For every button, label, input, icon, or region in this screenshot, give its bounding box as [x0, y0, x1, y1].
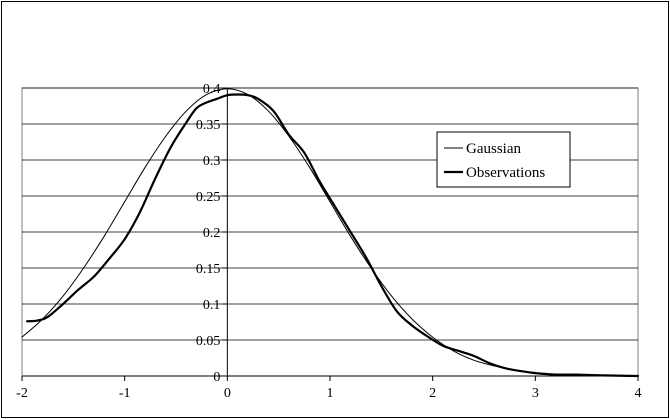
y-tick-label: 0.25	[196, 190, 221, 205]
series-line-observations	[26, 93, 640, 378]
legend-label-observations: Observations	[466, 165, 545, 181]
x-tick-label: -2	[16, 386, 28, 401]
y-tick-label: 0.35	[196, 118, 221, 133]
x-tick-label: 0	[224, 386, 231, 401]
x-tick-label: -1	[119, 386, 131, 401]
y-tick-label: 0.15	[196, 262, 221, 277]
y-tick-label: 0.3	[203, 154, 221, 169]
x-tick-label: 1	[327, 386, 334, 401]
y-tick-label: 0	[213, 370, 220, 385]
grid-lines	[22, 87, 638, 341]
tick-labels: 0 0.05 0.1 0.15 0.2 0.25 0.3 0.35 0.4 -2 -1 0 1 2 3 4	[16, 82, 641, 401]
y-tick-label: 0.05	[196, 334, 221, 349]
y-tick-label: 0.2	[203, 226, 221, 241]
x-tick-label: 2	[429, 386, 436, 401]
y-tick-label: 0.1	[203, 298, 221, 313]
legend-label-gaussian: Gaussian	[466, 141, 521, 157]
legend-box	[436, 131, 571, 188]
series-lines	[21, 88, 640, 378]
x-tick-label: 3	[532, 386, 539, 401]
axes	[21, 87, 639, 381]
legend: Gaussian Observations	[436, 131, 571, 188]
x-tick-label: 4	[635, 386, 642, 401]
y-tick-label: 0.4	[203, 82, 221, 97]
